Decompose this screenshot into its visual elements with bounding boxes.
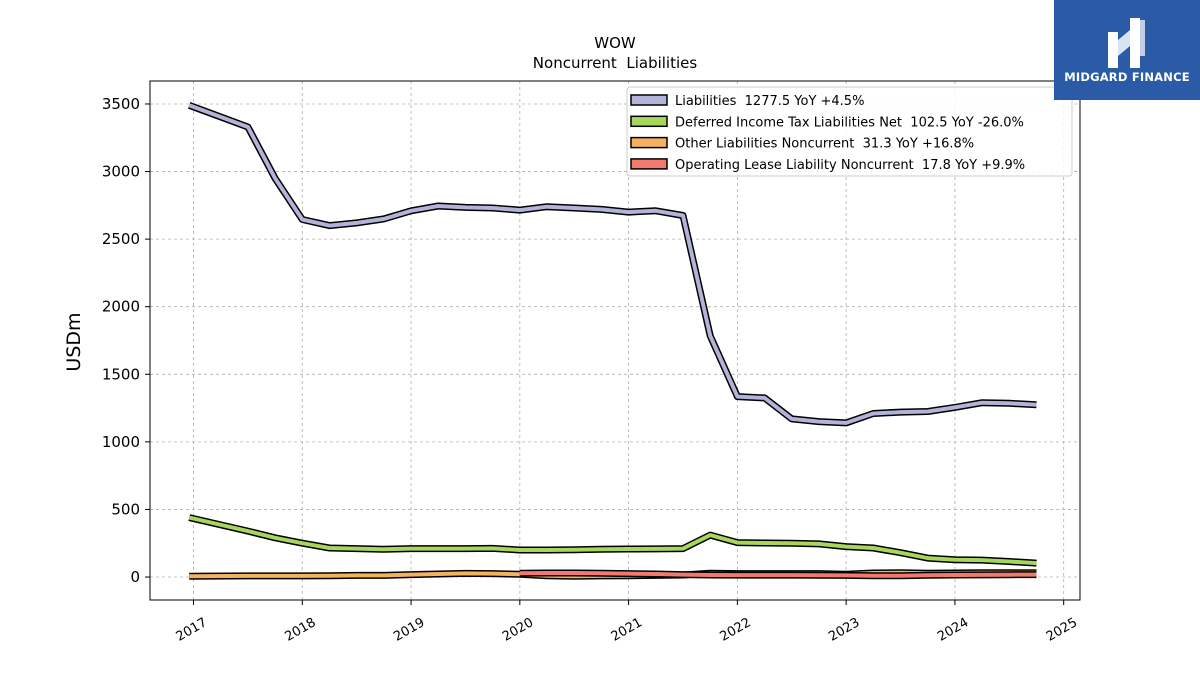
- y-axis: 0 500 1000 1500 2000 2500 3000 3500: [102, 95, 150, 586]
- legend-label: Deferred Income Tax Liabilities Net 102.…: [675, 115, 1024, 130]
- series-line: [519, 571, 1037, 578]
- y-axis-label: USDm: [63, 312, 85, 371]
- y-tick-label: 1000: [102, 433, 140, 451]
- x-tick-label: 2018: [282, 615, 318, 645]
- legend-swatch: [630, 115, 668, 128]
- series-lines: [187, 102, 1037, 580]
- series-1: [187, 102, 1037, 427]
- series-line: [188, 515, 1037, 566]
- legend-swatch: [630, 94, 668, 106]
- x-tick-label: 2025: [1044, 615, 1080, 645]
- series-2: [188, 514, 1037, 567]
- x-tick-label: 2024: [935, 615, 971, 645]
- x-tick-label: 2019: [391, 615, 427, 645]
- y-tick-label: 3500: [102, 95, 140, 113]
- chart-subtitle: Noncurrent Liabilities: [533, 54, 698, 72]
- legend-label: Other Liabilities Noncurrent 31.3 YoY +1…: [675, 137, 974, 152]
- x-tick-label: 2021: [609, 615, 645, 645]
- legend-swatch: [630, 158, 668, 170]
- legend-swatch: [630, 136, 668, 149]
- y-tick-label: 2500: [102, 230, 140, 248]
- legend-label: Liabilities 1277.5 YoY +4.5%: [675, 94, 864, 109]
- legend-label: Operating Lease Liability Noncurrent 17.…: [675, 158, 1025, 173]
- x-tick-label: 2020: [500, 615, 536, 645]
- x-tick-label: 2023: [826, 615, 862, 645]
- y-tick-label: 500: [111, 500, 140, 518]
- brand-logo: MIDGARD FINANCE: [1054, 0, 1200, 100]
- y-tick-label: 0: [130, 568, 140, 586]
- plot-frame: [149, 80, 1081, 601]
- legend: Liabilities 1277.5 YoY +4.5% Deferred Inc…: [626, 86, 1073, 177]
- chart-title: WOW: [594, 34, 636, 52]
- series-line: [188, 103, 1037, 425]
- logo-text: MIDGARD FINANCE: [1064, 70, 1190, 84]
- x-tick-label: 2017: [174, 615, 210, 645]
- series-4: [519, 569, 1037, 580]
- x-tick-label: 2022: [718, 615, 754, 645]
- x-axis: 2017 2018 2019 2020 2021 2022 2023 2024 2025: [174, 600, 1080, 645]
- y-tick-label: 2000: [102, 298, 140, 316]
- legend-frame: [626, 86, 1073, 177]
- y-tick-label: 1500: [102, 365, 140, 383]
- midgard-logo-icon: [1108, 18, 1145, 68]
- y-tick-label: 3000: [102, 163, 140, 181]
